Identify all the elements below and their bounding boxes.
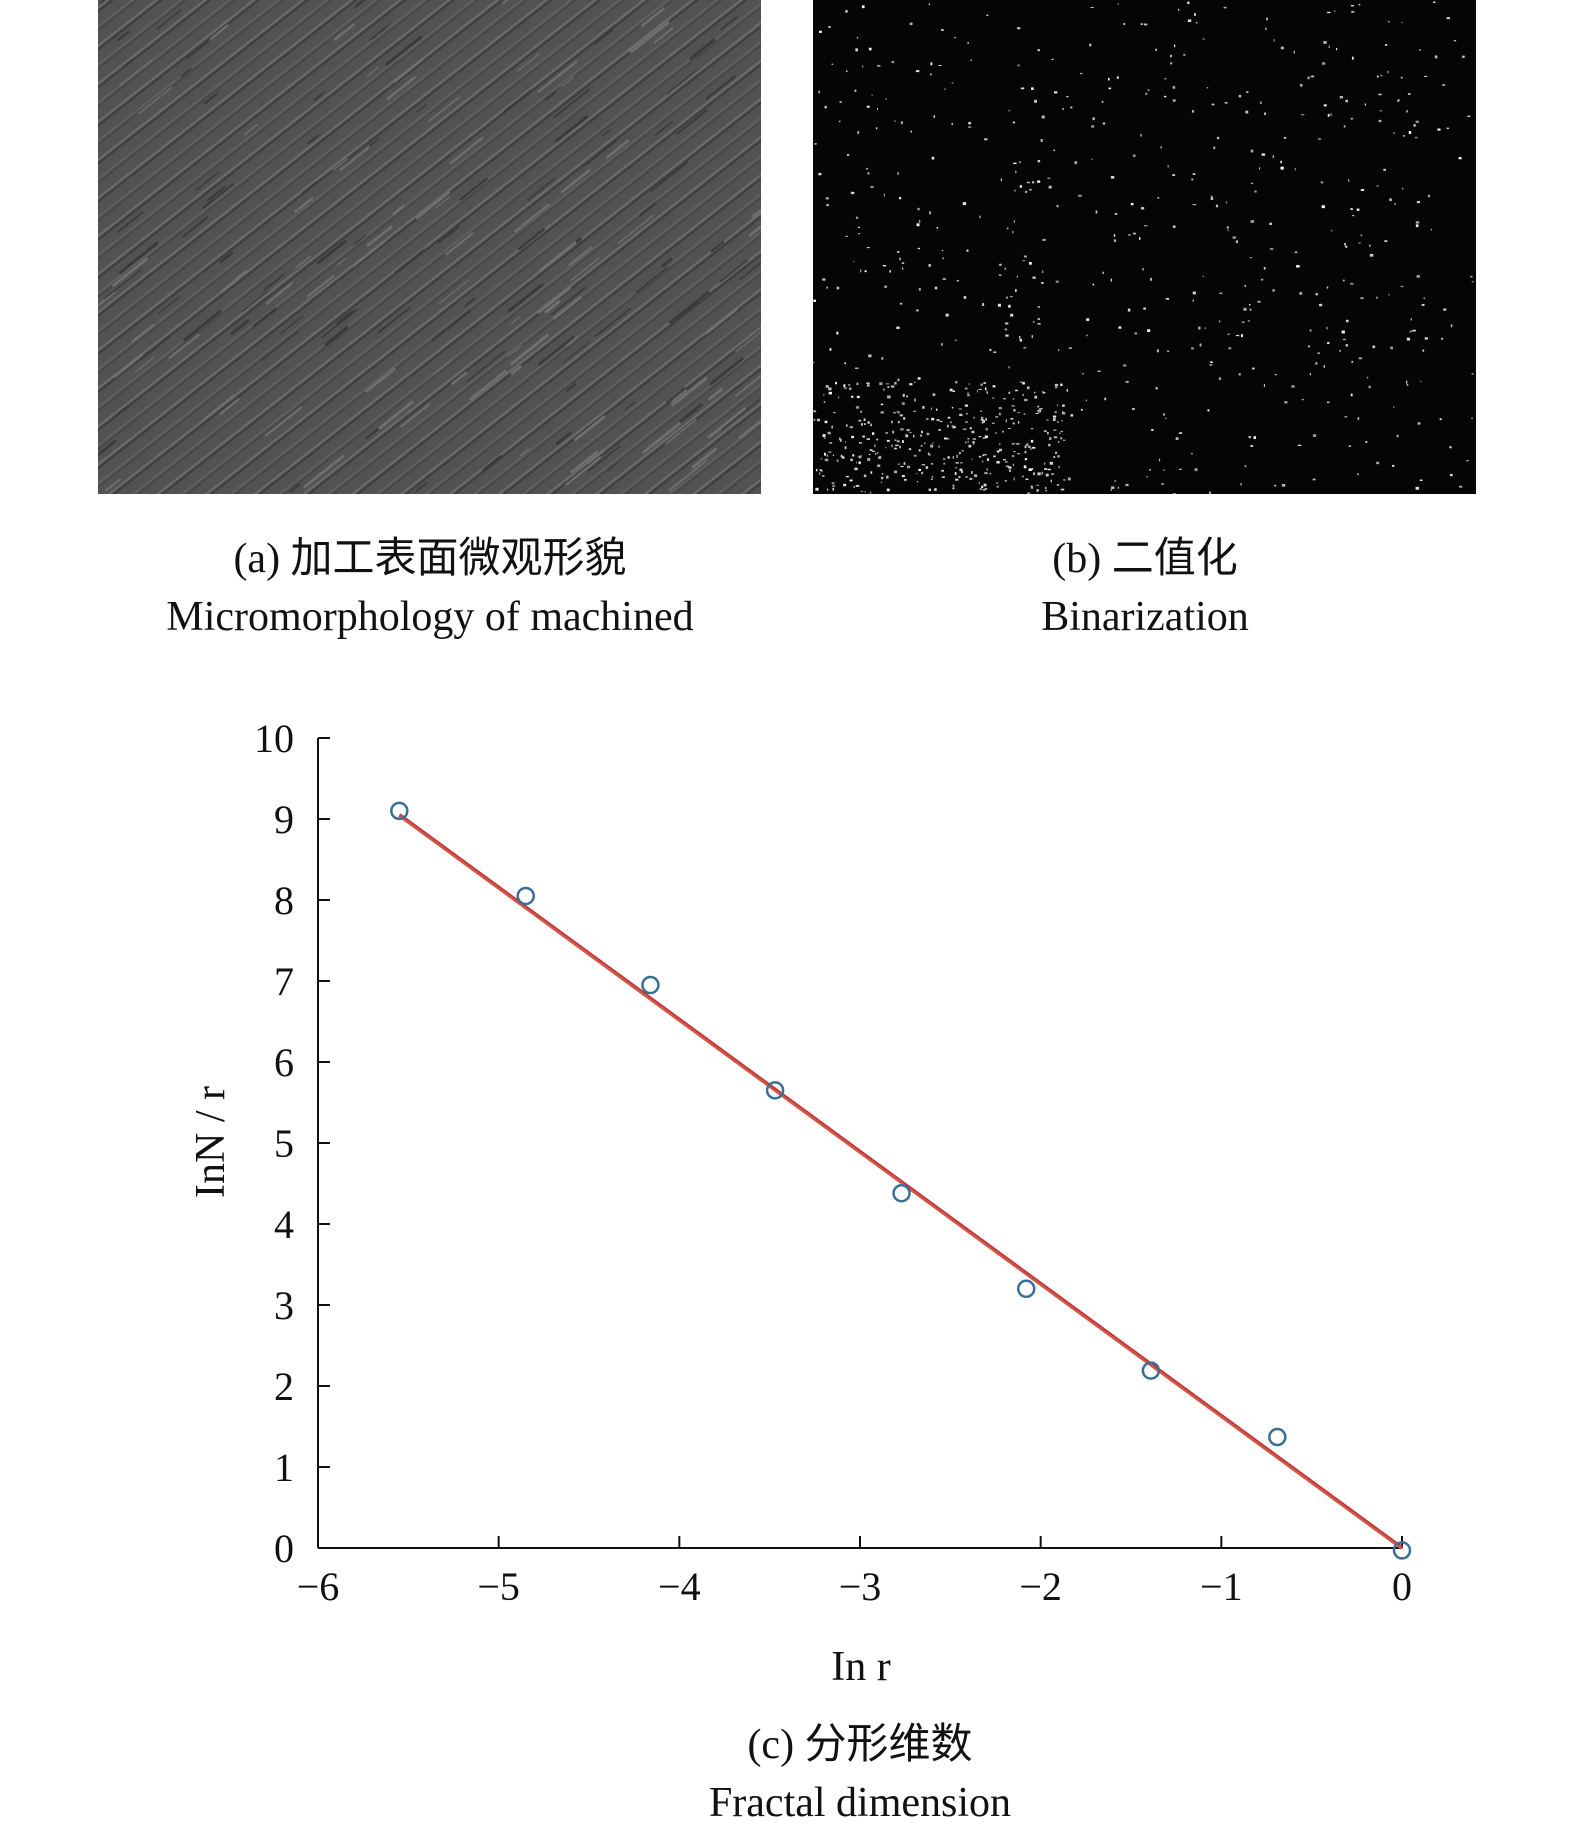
binarized-image (813, 0, 1476, 494)
data-point (892, 1183, 911, 1203)
y-tick-label: 0 (274, 1526, 294, 1571)
data-point (765, 1081, 785, 1100)
x-tick-label: −1 (1200, 1564, 1243, 1609)
x-tick-label: 0 (1392, 1564, 1412, 1609)
x-tick-label: −5 (477, 1564, 520, 1609)
caption-a-english: Micromorphology of machined (166, 594, 694, 640)
data-point (1141, 1361, 1161, 1380)
y-tick-label: 8 (274, 878, 294, 923)
caption-b-english: Binarization (1041, 594, 1249, 640)
y-axis-label-text: InN / r (188, 1086, 234, 1198)
data-point (641, 975, 660, 995)
y-tick-label: 10 (254, 716, 294, 761)
caption-panel-b: (b) 二值化 Binarization (775, 530, 1515, 646)
caption-b-chinese: (b) 二值化 (1052, 536, 1238, 582)
x-tick-label: −6 (297, 1564, 340, 1609)
y-tick-label: 1 (274, 1445, 294, 1490)
y-tick-label: 5 (274, 1121, 294, 1166)
y-tick-label: 7 (274, 959, 294, 1004)
y-tick-label: 9 (274, 797, 294, 842)
caption-a-chinese: (a) 加工表面微观形貌 (233, 536, 627, 582)
data-point (1016, 1279, 1036, 1299)
caption-c-chinese: (c) 分形维数 (747, 1722, 973, 1768)
data-point (390, 801, 409, 821)
data-point (1268, 1427, 1287, 1447)
y-tick-label: 6 (274, 1040, 294, 1085)
data-point (1392, 1541, 1412, 1560)
x-axis-label-text: In r (831, 1644, 890, 1690)
x-axis-label: In r (831, 1644, 890, 1690)
x-tick-label: −2 (1019, 1564, 1062, 1609)
caption-panel-c: (c) 分形维数 Fractal dimension (400, 1716, 1320, 1832)
fractal-dimension-chart: −6 −5 −4 −3 −2 −1 0 0 1 2 3 4 5 6 7 8 9 10 In r InN / r (188, 716, 1412, 1690)
y-axis-label: InN / r (188, 1086, 234, 1198)
surface-micrograph-image (98, 0, 761, 494)
data-point (516, 886, 536, 906)
y-tick-label: 4 (274, 1202, 294, 1247)
y-tick-label: 3 (274, 1283, 294, 1328)
x-tick-label: −3 (839, 1564, 882, 1609)
caption-c-english: Fractal dimension (708, 1780, 1012, 1826)
fit-line-highlight (398, 815, 1403, 1550)
x-tick-label: −4 (658, 1564, 701, 1609)
y-tick-label: 2 (274, 1364, 294, 1409)
caption-panel-a: (a) 加工表面微观形貌 Micromorphology of machined (60, 530, 800, 646)
